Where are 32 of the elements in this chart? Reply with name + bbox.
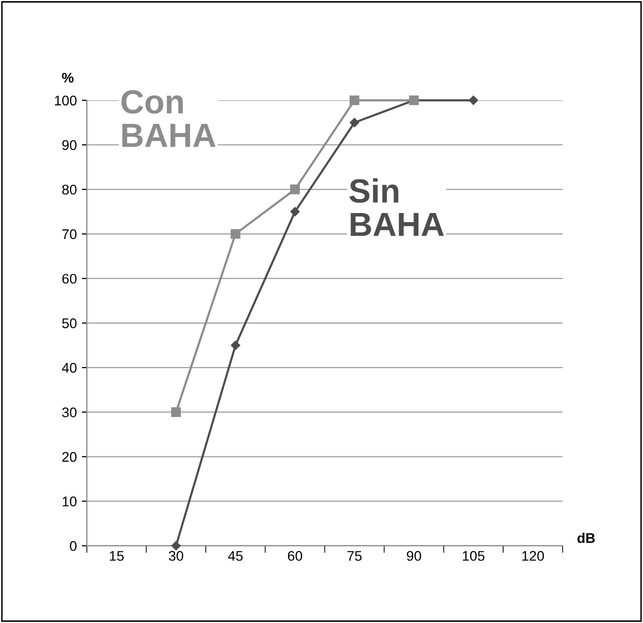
x-tick-label: 15 (110, 551, 124, 561)
x-tick-label: 105 (462, 550, 484, 561)
x-tick-label: 30 (168, 550, 184, 561)
x-tick-label: 45 (228, 551, 243, 561)
y-tick-label: 60 (62, 274, 77, 284)
y-tick-label: 10 (62, 496, 77, 506)
x-tick-label: 120 (522, 550, 544, 561)
x-tick-label: 75 (347, 551, 362, 561)
text: Con BAHA (121, 90, 216, 147)
point (230, 229, 240, 239)
y-tick-label: 70 (62, 229, 77, 240)
y-tick-label: 90 (62, 140, 77, 150)
point (350, 95, 360, 106)
point (468, 96, 478, 105)
y-tick-label: 50 (62, 318, 77, 328)
x-tick-label: 60 (288, 550, 302, 561)
point (350, 118, 360, 128)
series-label: Sin BAHA (349, 178, 444, 236)
point (290, 207, 300, 216)
y-tick-label: 20 (62, 452, 77, 462)
x-tick-label: 90 (406, 550, 422, 561)
x-axis-title: dB (577, 532, 595, 544)
y-tick-label: 100 (54, 96, 77, 106)
y-tick-label: 40 (62, 362, 77, 373)
y-tick-label: 80 (62, 184, 77, 195)
point (171, 407, 181, 417)
point (230, 340, 240, 350)
y-axis-title: % (62, 72, 74, 83)
point (171, 541, 181, 550)
y-tick-label: 0 (70, 541, 77, 551)
point (290, 184, 300, 194)
y-tick-label: 30 (62, 407, 77, 418)
